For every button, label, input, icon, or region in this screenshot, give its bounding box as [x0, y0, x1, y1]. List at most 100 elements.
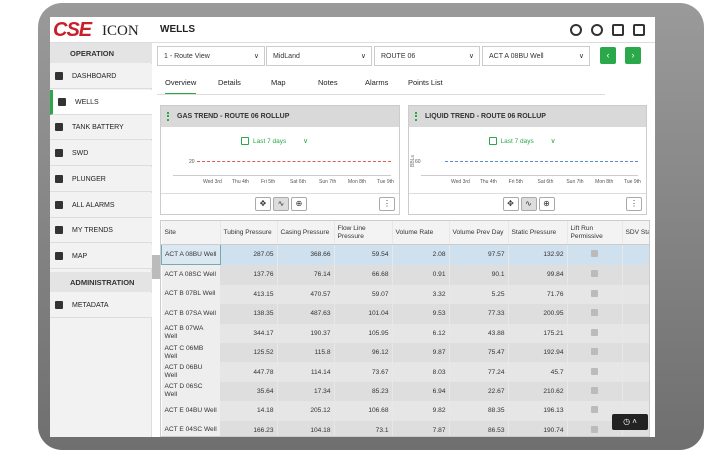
- column-header[interactable]: Volume Prev Day: [449, 221, 509, 245]
- table-row[interactable]: ACT A 08SC Well 137.76 76.14 66.68 0.91 90.1 9…: [161, 264, 649, 285]
- section-header[interactable]: ADMINISTRATION: [50, 271, 152, 292]
- cell: 115.8: [277, 342, 335, 363]
- cell: 85.23: [334, 381, 393, 402]
- collapse-handle[interactable]: [152, 255, 162, 279]
- y-label: BBLs: [409, 155, 416, 167]
- column-header[interactable]: SDV Status: [622, 221, 649, 245]
- nav-item[interactable]: WELLS: [50, 89, 152, 115]
- cell: 45.7: [508, 362, 568, 382]
- filter-select[interactable]: ACT A 08BU Well ∨: [482, 46, 590, 66]
- table-row[interactable]: ACT C 06MB Well 125.52 115.8 96.12 9.87 75.47…: [161, 342, 649, 363]
- column-header[interactable]: Site: [161, 221, 221, 245]
- nav-item[interactable]: ALL ALARMS: [50, 192, 152, 218]
- range-selector[interactable]: Last 7 days: [253, 138, 287, 145]
- nav-label: PLUNGER: [72, 175, 106, 183]
- nav-item[interactable]: DASHBOARD: [50, 64, 152, 89]
- cell: 114.14: [277, 362, 335, 382]
- cell: 86.53: [449, 420, 509, 436]
- cell: 104.18: [277, 420, 335, 436]
- lift-permissive-cell: [567, 264, 623, 285]
- nav-icon: [55, 149, 63, 158]
- tab[interactable]: Points List: [408, 78, 443, 87]
- site-cell: ACT B 07BL Well: [161, 284, 220, 305]
- next-button[interactable]: ›: [625, 47, 641, 64]
- book-icon[interactable]: [612, 24, 624, 36]
- nav-item[interactable]: MAP: [50, 243, 152, 269]
- column-header[interactable]: Lift Run Permissive: [567, 221, 623, 245]
- table-row[interactable]: ACT B 07SA Well 138.35 487.63 101.04 9.53 77.…: [161, 304, 649, 324]
- table-row[interactable]: ACT D 06BU Well 447.78 114.14 73.67 8.03 77.2…: [161, 362, 649, 382]
- table-row[interactable]: ACT E 04SC Well 166.23 104.18 73.1 7.87 86.53…: [161, 420, 649, 436]
- cell: 1: [622, 381, 649, 402]
- nav-item[interactable]: SWD: [50, 141, 152, 167]
- cell: 3.32: [392, 284, 450, 305]
- column-header[interactable]: Flow Line Pressure: [334, 221, 393, 245]
- column-header[interactable]: Volume Rate: [392, 221, 450, 245]
- range-caret[interactable]: ∨: [303, 138, 309, 145]
- filter-select[interactable]: ROUTE 06 ∨: [374, 46, 480, 66]
- chart-tool[interactable]: ⊕: [538, 197, 555, 211]
- site-cell: ACT E 04SC Well: [161, 420, 220, 436]
- column-header[interactable]: Casing Pressure: [277, 221, 335, 245]
- checkbox: [591, 250, 598, 258]
- cell: 196.13: [508, 401, 568, 421]
- x-label: Tue 9th: [377, 179, 394, 185]
- search-icon[interactable]: [570, 24, 582, 36]
- table-row[interactable]: ACT E 04BU Well 14.18 205.12 106.68 9.82 88.3…: [161, 401, 649, 421]
- lift-permissive-cell: [567, 342, 623, 363]
- trend-panel: LIQUID TREND - ROUTE 06 ROLLUP Last 7 day…: [408, 105, 647, 215]
- tab[interactable]: Notes: [318, 78, 338, 87]
- nav-item[interactable]: METADATA: [50, 292, 152, 318]
- prev-button[interactable]: ‹: [600, 47, 616, 64]
- cell: 132.92: [508, 244, 568, 265]
- cell: 99.84: [508, 264, 568, 285]
- cell: 77.33: [449, 304, 509, 324]
- more-menu[interactable]: ⋮: [626, 197, 642, 211]
- filter-select[interactable]: MidLand ∨: [266, 46, 372, 66]
- chart-tool[interactable]: ∿: [273, 197, 289, 211]
- cell: 137.76: [220, 264, 278, 285]
- tab[interactable]: Overview: [165, 78, 197, 95]
- filter-select[interactable]: 1 - Route View ∨: [157, 46, 265, 66]
- x-label: Sun 7th: [319, 179, 337, 185]
- cell: 1: [622, 284, 649, 305]
- chart-tool[interactable]: ⊕: [291, 197, 307, 211]
- nav-item[interactable]: TANK BATTERY: [50, 115, 152, 141]
- column-header[interactable]: Static Pressure: [508, 221, 568, 245]
- cell: 59.07: [334, 284, 393, 305]
- table-row[interactable]: ACT B 07BL Well 413.15 470.57 59.07 3.32 5.25…: [161, 284, 649, 305]
- corner-control[interactable]: ◷ ˄: [612, 414, 648, 430]
- table-row[interactable]: ACT B 07WA Well 344.17 190.37 105.95 6.12 43.…: [161, 323, 649, 343]
- table-row[interactable]: ACT D 06SC Well 35.64 17.34 85.23 6.94 22.67 2…: [161, 381, 649, 402]
- location-icon[interactable]: [591, 24, 603, 36]
- filter-value: MidLand: [273, 53, 300, 60]
- cell: 447.78: [220, 362, 278, 382]
- dropdown-caret: ∨: [253, 53, 259, 60]
- cell: 88.35: [449, 401, 509, 421]
- chart-tool[interactable]: ✥: [255, 197, 271, 211]
- more-menu[interactable]: ⋮: [379, 197, 395, 211]
- nav-label: TANK BATTERY: [72, 124, 124, 132]
- cell: 73.67: [334, 362, 393, 382]
- range-selector[interactable]: Last 7 days: [500, 138, 534, 145]
- dropdown-caret: ∨: [468, 53, 474, 60]
- chart-tool[interactable]: ✥: [502, 197, 519, 211]
- nav-icon: [58, 97, 66, 106]
- tab[interactable]: Map: [271, 78, 286, 87]
- drag-handle: [167, 112, 169, 121]
- column-header[interactable]: Tubing Pressure: [220, 221, 278, 245]
- tab[interactable]: Alarms: [365, 78, 389, 87]
- cell: 344.17: [220, 323, 278, 343]
- y-tick: 20: [189, 159, 195, 165]
- lift-permissive-cell: [567, 304, 623, 324]
- nav-item[interactable]: PLUNGER: [50, 166, 152, 192]
- table-row[interactable]: ACT A 08BU Well 287.05 368.66 59.54 2.08 97.5…: [161, 243, 649, 266]
- cell: 75.47: [449, 342, 509, 363]
- header-border: [50, 42, 655, 43]
- section-header[interactable]: OPERATION: [50, 43, 152, 63]
- nav-item[interactable]: MY TRENDS: [50, 218, 152, 244]
- chart-tool[interactable]: ∿: [520, 197, 537, 211]
- range-caret[interactable]: ∨: [550, 138, 556, 145]
- settings-icon[interactable]: [633, 24, 645, 36]
- tab[interactable]: Details: [218, 78, 241, 87]
